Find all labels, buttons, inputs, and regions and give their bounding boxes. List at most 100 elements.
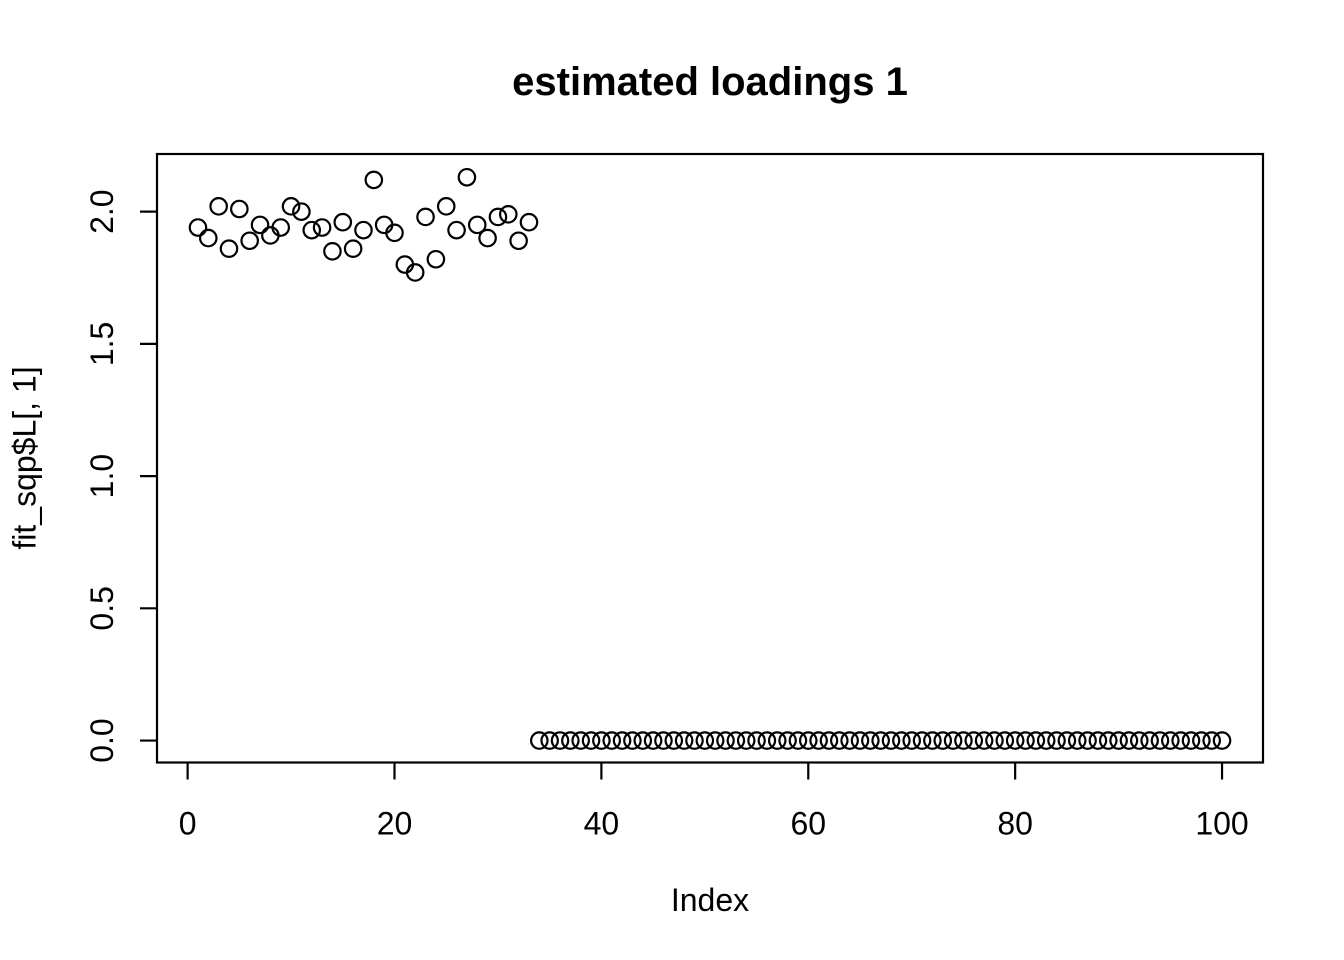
data-point	[643, 731, 663, 750]
data-point	[1181, 731, 1201, 750]
data-point	[623, 731, 642, 750]
data-point	[850, 731, 870, 750]
y-axis-tick-label: 1.5	[84, 322, 120, 366]
data-point	[633, 731, 653, 750]
data-point	[778, 731, 797, 750]
plot-render-root: 0 20 40 60 80 100 0.0 0.5 1.0 1.5 2.0	[84, 152, 1265, 842]
data-point	[354, 220, 373, 240]
data-point	[1036, 731, 1056, 750]
data-point	[364, 170, 384, 190]
y-axis-tick-label: 1.0	[84, 454, 120, 498]
y-axis-tick-label: 0.0	[84, 718, 120, 762]
data-point	[1088, 731, 1108, 750]
data-point	[271, 218, 291, 237]
data-point	[188, 218, 208, 237]
x-axis-label: Index	[670, 882, 750, 918]
data-point	[1212, 731, 1232, 750]
data-point	[1202, 731, 1221, 750]
data-point	[954, 731, 973, 750]
data-point	[1067, 731, 1087, 750]
data-point	[209, 197, 228, 216]
data-point	[747, 731, 766, 750]
data-point	[705, 731, 725, 750]
data-point	[726, 731, 746, 750]
data-point	[819, 731, 839, 750]
data-point	[240, 231, 259, 251]
data-point	[405, 263, 425, 282]
data-point	[1098, 731, 1118, 750]
data-point	[1161, 731, 1180, 750]
chart-title: estimated loadings 1	[512, 60, 908, 104]
y-axis-tick-label: 0.5	[84, 586, 120, 630]
x-axis-tick-label: 60	[790, 806, 826, 842]
data-point	[602, 731, 622, 750]
data-point	[592, 731, 611, 750]
y-axis-tick-label: 2.0	[84, 189, 120, 233]
data-point	[478, 228, 497, 248]
x-axis-tick-label: 20	[377, 806, 413, 842]
data-point	[767, 731, 787, 750]
y-axis-label: fit_sqp$L[, 1]	[6, 366, 43, 550]
data-point	[1109, 731, 1128, 750]
data-point	[1047, 731, 1066, 750]
data-point	[736, 731, 756, 750]
data-point	[581, 731, 601, 750]
data-point	[974, 731, 994, 750]
data-point	[861, 731, 880, 750]
data-point	[281, 197, 301, 216]
data-point	[561, 731, 580, 750]
x-axis-tick-label: 0	[179, 806, 197, 842]
data-point	[923, 731, 942, 750]
data-point	[912, 731, 932, 750]
data-point	[612, 731, 632, 750]
data-point	[716, 731, 735, 750]
data-point	[964, 731, 984, 750]
plot-box	[155, 152, 1265, 764]
data-point	[995, 731, 1015, 750]
data-point	[943, 731, 963, 750]
data-point	[447, 220, 466, 240]
data-point	[695, 731, 715, 750]
data-point	[385, 223, 404, 243]
data-point	[685, 731, 704, 750]
x-axis-tick-label: 40	[584, 806, 620, 842]
data-point	[1005, 731, 1025, 750]
data-point	[530, 731, 549, 750]
data-point	[1057, 731, 1077, 750]
data-point	[881, 731, 901, 750]
x-axis-tick-label: 80	[997, 806, 1033, 842]
data-point	[902, 731, 922, 750]
data-point	[292, 202, 311, 221]
data-point	[343, 239, 363, 258]
data-point	[1140, 731, 1159, 750]
data-point	[250, 215, 270, 235]
data-point	[488, 207, 508, 227]
data-point	[1026, 731, 1046, 750]
data-point	[757, 731, 777, 750]
data-point	[830, 731, 849, 750]
data-point	[840, 731, 859, 750]
data-point	[1016, 731, 1035, 750]
data-point	[540, 731, 559, 750]
data-point	[571, 731, 590, 750]
data-point	[1171, 731, 1190, 750]
data-point	[871, 731, 890, 750]
data-point	[1192, 731, 1211, 750]
data-point	[1129, 731, 1149, 750]
data-point	[985, 731, 1004, 750]
data-point	[788, 731, 808, 750]
data-point	[426, 249, 446, 269]
data-point	[302, 220, 322, 240]
data-point	[1150, 731, 1170, 750]
data-point	[809, 731, 828, 750]
data-point	[199, 228, 218, 248]
data-point	[333, 212, 353, 232]
data-point	[550, 731, 570, 750]
data-point	[323, 242, 342, 261]
data-point	[219, 239, 239, 258]
data-point	[892, 731, 911, 750]
data-point	[933, 731, 953, 750]
data-point	[1078, 731, 1097, 750]
